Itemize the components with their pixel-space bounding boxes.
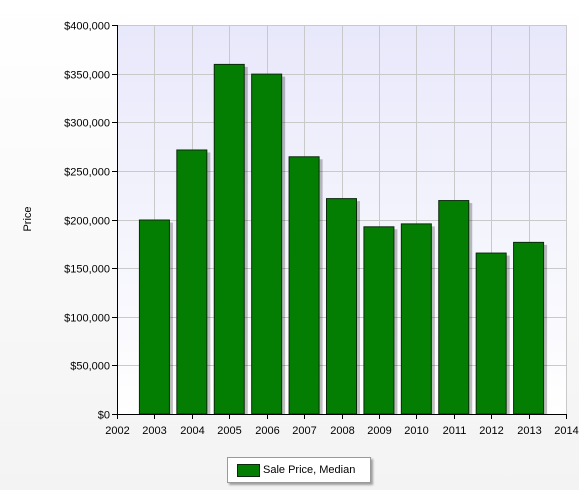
y-axis-title: Price [22,206,34,231]
axes [112,25,567,419]
y-tick-label: $350,000 [64,70,110,82]
x-tick-label: 2013 [517,425,541,437]
bar-2008 [326,198,357,415]
x-tick-label: 2002 [105,425,129,437]
bar-2007 [288,156,320,415]
legend-label: Sale Price, Median [263,464,356,476]
bar-2004 [176,149,208,415]
legend: Sale Price, Median [227,457,371,483]
legend-swatch [237,463,260,477]
y-tick-label: $50,000 [70,361,110,373]
x-tick-label: 2010 [404,425,428,437]
y-tick-label: $400,000 [64,21,110,33]
x-tick-label: 2012 [479,425,503,437]
x-tick-label: 2004 [180,425,204,437]
x-axis-tick-labels: 2002 2003 2004 2005 2006 2007 2008 2009 2010 2011… [105,425,578,437]
x-tick-label: 2003 [142,425,166,437]
x-tick-label: 2006 [255,425,279,437]
x-tick-label: 2014 [554,425,578,437]
bar-2012 [475,252,507,415]
y-tick-label: $0 [98,410,110,422]
bar-2011 [438,200,470,415]
x-tick-label: 2011 [443,425,467,437]
y-tick-label: $100,000 [64,313,110,325]
bar-2010 [400,223,432,415]
bar-2009 [363,226,395,415]
y-tick-label: $300,000 [64,118,110,130]
y-tick-label: $250,000 [64,167,110,179]
x-tick-label: 2009 [367,425,391,437]
bar-2003 [138,219,170,415]
y-tick-label: $200,000 [64,216,110,228]
x-tick-label: 2007 [292,425,316,437]
bar-2006 [251,73,283,415]
bar-series [138,63,548,415]
y-axis-tick-labels: $0 $50,000 $100,000 $150,000 $200,000 $250,00… [64,21,110,422]
bar-2005 [213,63,245,415]
bar-2013 [513,241,545,415]
x-tick-label: 2008 [330,425,354,437]
y-tick-label: $150,000 [64,264,110,276]
x-tick-label: 2005 [217,425,241,437]
